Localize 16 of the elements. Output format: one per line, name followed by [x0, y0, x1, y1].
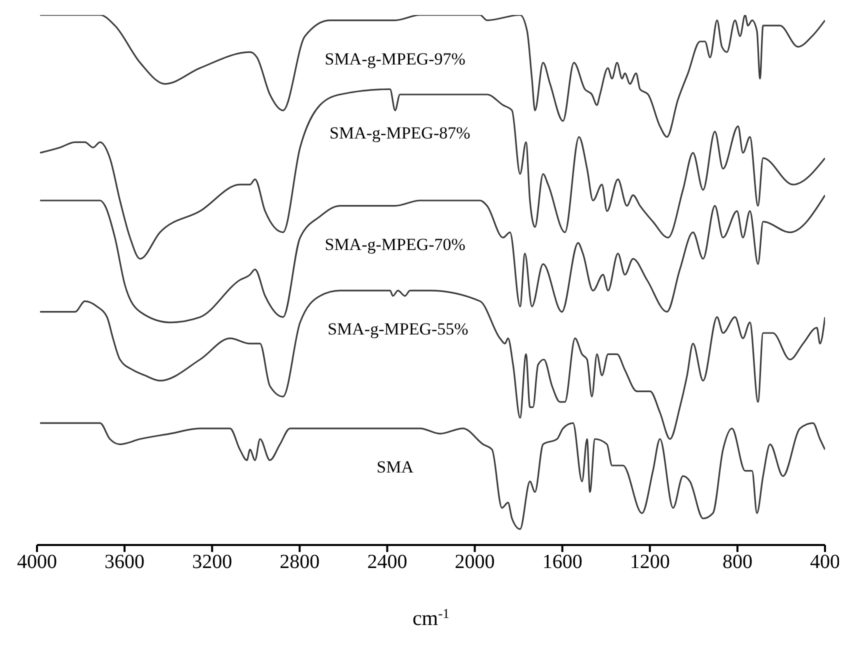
x-tick-label: 1200	[630, 551, 670, 574]
series-label: SMA-g-MPEG-97%	[324, 49, 466, 68]
x-tick-label: 2000	[454, 551, 495, 574]
x-tick-label: 3200	[192, 551, 232, 574]
series-label: SMA-g-MPEG-87%	[330, 124, 470, 142]
x-tick-label: 3600	[104, 551, 145, 574]
x-tick-label: 800	[722, 551, 752, 574]
x-axis-title: cm$^{-1}$	[412, 606, 450, 630]
x-tick-label: 4000	[17, 551, 57, 574]
x-tick-label: 2800	[280, 551, 320, 574]
x-tick-label: 2400	[367, 551, 408, 574]
series-label: SMA	[376, 457, 414, 476]
series-label: SMA-g-MPEG-70%	[324, 234, 466, 254]
x-tick-label: 1600	[542, 551, 582, 574]
series-label: SMA-g-MPEG-55%	[328, 320, 468, 339]
x-tick-label: 400	[810, 551, 840, 574]
